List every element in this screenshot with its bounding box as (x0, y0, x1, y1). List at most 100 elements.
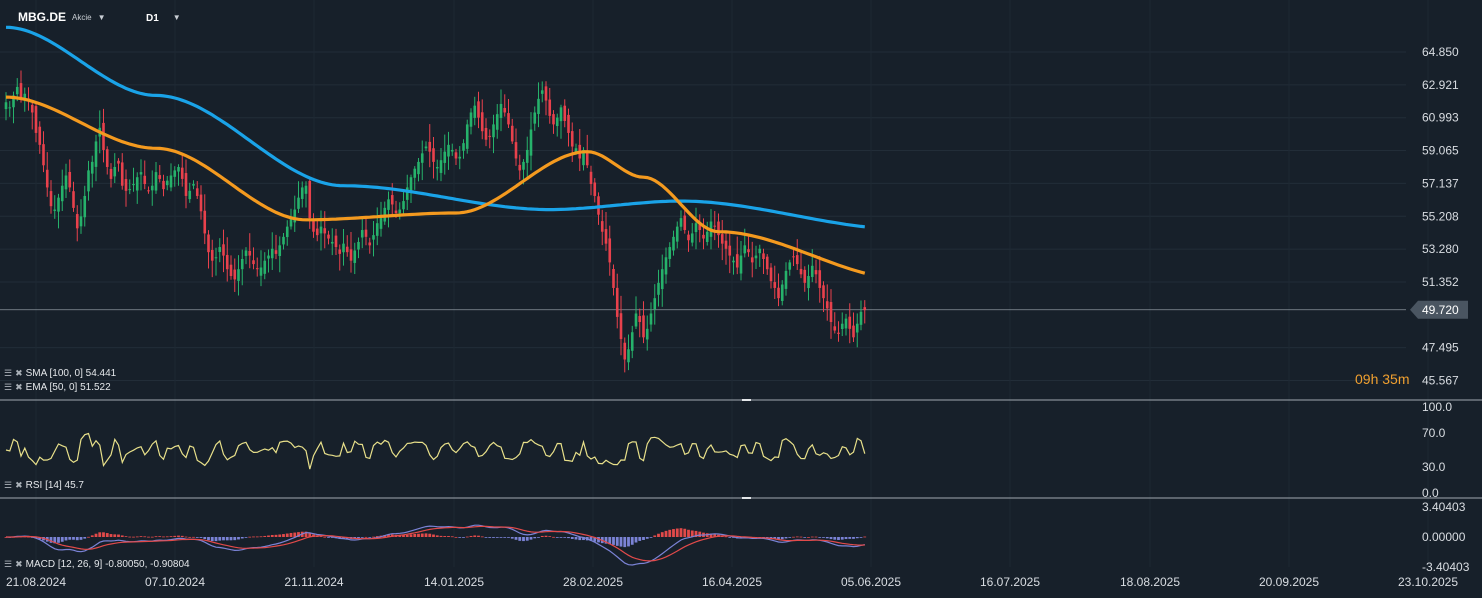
macd-bar (784, 537, 788, 539)
macd-bar (405, 534, 409, 537)
macd-bar (604, 537, 608, 544)
candle-body (244, 250, 248, 256)
legend-rsi: ☰ ✖ RSI [14] 45.7 (4, 480, 84, 491)
macd-bar (627, 537, 630, 547)
timeframe-dropdown-icon[interactable]: ▼ (172, 13, 181, 22)
macd-bar (188, 536, 192, 538)
candle-body (225, 254, 229, 270)
candle-body (814, 270, 818, 275)
candle-countdown: 09h 35m (1355, 371, 1410, 387)
candle-body (825, 301, 829, 309)
candle-body (285, 226, 289, 238)
macd-bar (634, 537, 638, 543)
candle-body (537, 98, 540, 115)
candle-body (297, 197, 300, 209)
candle-body (458, 156, 462, 159)
candle-body (623, 342, 627, 360)
candle-body (233, 269, 237, 280)
macd-bar (413, 533, 417, 537)
macd-bar (518, 537, 522, 541)
candle-body (582, 149, 585, 166)
last-price-badge: 49.720 (1410, 300, 1468, 319)
candle-body (334, 235, 338, 248)
macd-bar (837, 537, 840, 540)
macd-bar (462, 537, 465, 538)
macd-bar (27, 536, 30, 538)
y-tick-label: 62.921 (1422, 78, 1459, 92)
candle-body (379, 218, 383, 229)
candle-body (188, 190, 192, 200)
macd-bar (503, 537, 507, 538)
macd-bar (180, 535, 184, 537)
timeframe-selector[interactable]: D1 ▼ (146, 13, 181, 24)
legend-sma: ☰ ✖ SMA [100, 0] 54.441 (4, 368, 116, 379)
macd-bar (135, 536, 139, 538)
candle-body (747, 249, 750, 253)
close-icon[interactable]: ✖ (15, 480, 23, 490)
x-tick-label: 16.07.2025 (980, 575, 1040, 589)
candle-body (75, 214, 79, 229)
candle-body (450, 149, 454, 152)
macd-bar (529, 537, 533, 540)
candle-body (207, 234, 210, 253)
candle-body (398, 209, 402, 214)
macd-bar (233, 537, 237, 541)
macd-bar (458, 537, 462, 538)
candle-body (548, 99, 552, 116)
candle-body (507, 113, 510, 125)
candle-body (477, 101, 480, 118)
macd-bar (199, 537, 203, 538)
symbol-header[interactable]: MBG.DE Akcie ▼ (18, 10, 105, 24)
symbol-dropdown-icon[interactable]: ▼ (97, 12, 106, 22)
close-icon[interactable]: ✖ (15, 559, 23, 569)
candle-body (135, 177, 139, 191)
macd-bar (357, 537, 360, 539)
macd-bar (255, 536, 259, 538)
pane-dividers[interactable] (0, 399, 1482, 499)
macd-bar (342, 537, 345, 539)
settings-icon[interactable]: ☰ (4, 559, 13, 569)
candle-body (840, 323, 844, 330)
macd-bar (664, 530, 668, 537)
candle-body (105, 149, 109, 167)
settings-icon[interactable]: ☰ (4, 480, 13, 490)
macd-bar (368, 537, 372, 538)
macd-bar (679, 528, 683, 537)
candle-body (799, 268, 803, 275)
candle-body (94, 141, 98, 167)
close-icon[interactable]: ✖ (15, 368, 23, 378)
macd-bar (263, 535, 267, 537)
candle-body (829, 302, 833, 323)
macd-bar (270, 534, 274, 537)
macd-bar (304, 531, 308, 537)
macd-bar (203, 537, 207, 540)
x-tick-label: 14.01.2025 (424, 575, 484, 589)
macd-bar (709, 533, 713, 537)
settings-icon[interactable]: ☰ (4, 382, 13, 392)
macd-bar (432, 534, 435, 537)
candle-body (402, 201, 405, 210)
macd-bar (855, 537, 859, 539)
close-icon[interactable]: ✖ (15, 382, 23, 392)
legend-sma-text: SMA [100, 0] 54.441 (25, 368, 117, 379)
settings-icon[interactable]: ☰ (4, 368, 13, 378)
macd-bar (195, 537, 199, 538)
macd-bar (330, 537, 334, 538)
macd-bar (147, 536, 150, 538)
macd-bar (94, 533, 98, 537)
candle-body (604, 229, 608, 244)
candle-body (807, 276, 810, 289)
candle-body (270, 248, 274, 259)
macd-bar (454, 536, 458, 538)
candle-body (469, 112, 473, 127)
macd-bar (222, 537, 225, 541)
candle-body (795, 255, 799, 265)
macd-bar (675, 528, 679, 537)
macd-bar (713, 533, 717, 537)
legend-macd-text: MACD [12, 26, 9] -0.80050, -0.90804 (25, 559, 190, 570)
candle-body (102, 122, 105, 150)
candle-body (792, 256, 795, 258)
candle-body (432, 148, 435, 162)
macd-bar (402, 535, 405, 537)
